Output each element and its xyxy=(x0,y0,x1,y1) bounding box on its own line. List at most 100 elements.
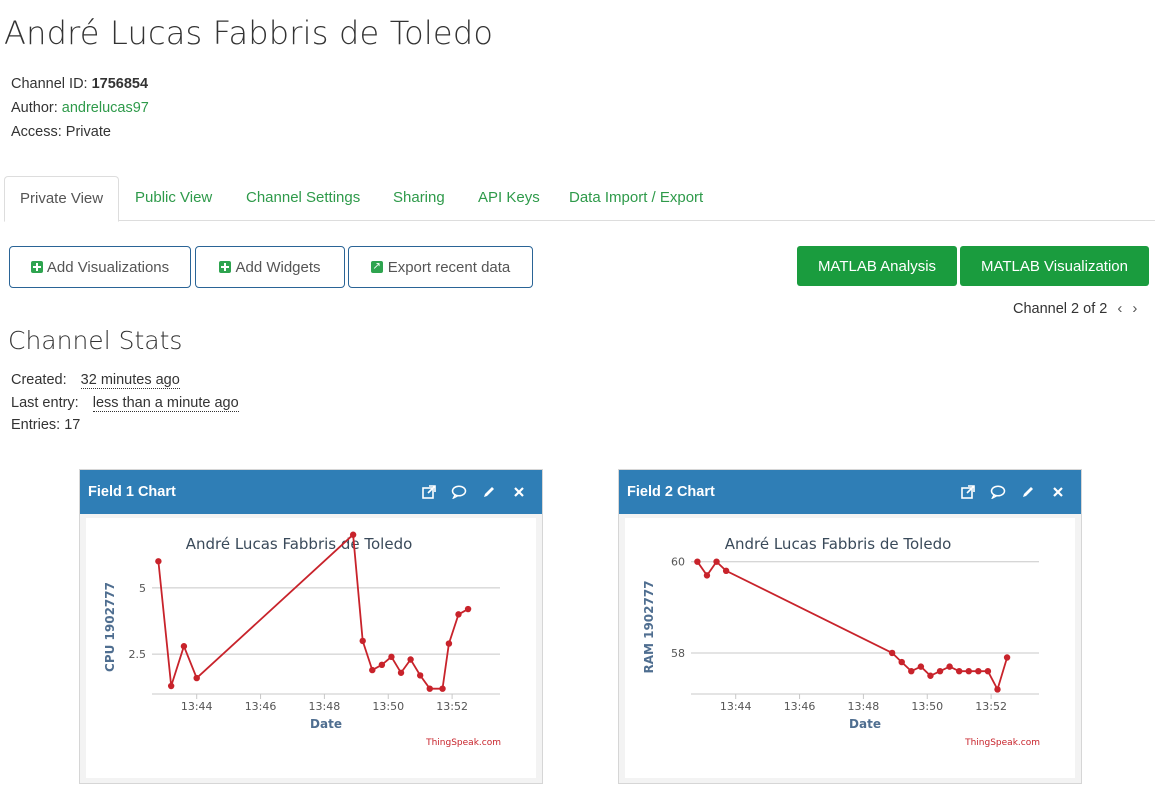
tab-public-view[interactable]: Public View xyxy=(135,189,213,206)
data-point xyxy=(722,567,730,575)
data-point xyxy=(455,611,462,618)
comment-icon[interactable] xyxy=(444,485,474,499)
data-point xyxy=(167,682,175,690)
x-axis-label: Date xyxy=(849,717,881,731)
tab-data-import-export[interactable]: Data Import / Export xyxy=(569,189,704,206)
external-link-icon[interactable] xyxy=(414,485,444,499)
data-point xyxy=(898,658,905,666)
data-point xyxy=(388,653,395,661)
channel-tabs: Private View Public View Channel Setting… xyxy=(4,176,1155,222)
close-icon[interactable] xyxy=(504,486,534,498)
channel-meta: Channel ID: 1756854 Author: andrelucas97… xyxy=(11,72,149,144)
data-point xyxy=(936,667,944,675)
field-1-chart-panel: Field 1 Chart André Lucas Fabbris de Tol… xyxy=(79,469,543,784)
data-point xyxy=(416,672,424,679)
chart-title: André Lucas Fabbris de Toledo xyxy=(725,535,952,553)
author-label: Author: xyxy=(11,100,58,116)
x-tick-label: 13:44 xyxy=(720,700,752,713)
data-point xyxy=(946,663,953,670)
x-tick-label: 13:44 xyxy=(181,700,213,713)
close-icon[interactable] xyxy=(1043,486,1073,498)
created-value: 32 minutes ago xyxy=(80,372,180,389)
add-widgets-button[interactable]: Add Widgets xyxy=(195,246,345,288)
add-visualizations-label: Add Visualizations xyxy=(46,258,170,276)
chevron-left-icon[interactable]: ‹ xyxy=(1117,300,1123,317)
x-tick-label: 13:48 xyxy=(848,700,880,713)
y-tick-label: 2.5 xyxy=(129,648,147,661)
data-point xyxy=(439,685,446,692)
data-point xyxy=(378,661,386,668)
data-point xyxy=(1003,654,1011,661)
entries-value: 17 xyxy=(64,417,81,433)
pager-label: Channel 2 of 2 xyxy=(1013,300,1108,317)
created-label: Created: xyxy=(11,372,67,388)
add-visualizations-button[interactable]: Add Visualizations xyxy=(9,246,191,288)
last-entry-value: less than a minute ago xyxy=(92,394,239,412)
author-link[interactable]: andrelucas97 xyxy=(61,100,149,116)
field-1-line-chart: André Lucas Fabbris de Toledo 2.5 5 13:44 13… xyxy=(103,531,501,748)
data-point xyxy=(180,643,188,650)
series-line xyxy=(157,532,469,690)
data-point xyxy=(397,669,405,676)
field-2-chart-panel: Field 2 Chart André Lucas Fabbris de Tol… xyxy=(618,469,1082,784)
data-point xyxy=(955,667,963,675)
data-point xyxy=(927,672,934,679)
panel-title: Field 1 Chart xyxy=(88,484,176,500)
data-point xyxy=(193,674,200,682)
data-point xyxy=(984,667,992,675)
chart-title: André Lucas Fabbris de Toledo xyxy=(186,535,413,553)
pencil-icon[interactable] xyxy=(474,485,504,499)
data-point xyxy=(445,640,453,647)
access-value: Private xyxy=(65,124,111,140)
data-point xyxy=(426,685,433,692)
tab-api-keys[interactable]: API Keys xyxy=(478,189,540,206)
data-point xyxy=(369,666,376,674)
field-2-line-chart: André Lucas Fabbris de Toledo 58 60 13:44 13… xyxy=(642,535,1040,748)
comment-icon[interactable] xyxy=(983,485,1013,499)
x-tick-label: 13:46 xyxy=(784,700,816,713)
page-title: André Lucas Fabbris de Toledo xyxy=(4,14,494,52)
data-point xyxy=(155,558,162,565)
tab-sharing[interactable]: Sharing xyxy=(393,189,445,206)
author-row: Author: andrelucas97 xyxy=(11,96,149,120)
access-row: Access: Private xyxy=(11,120,149,144)
channel-id-value: 1756854 xyxy=(91,76,149,92)
chart-area: André Lucas Fabbris de Toledo 2.5 5 13:44 13… xyxy=(86,518,536,778)
last-entry-label: Last entry: xyxy=(11,394,79,411)
plus-icon xyxy=(30,261,43,273)
tab-private-view[interactable]: Private View xyxy=(4,176,120,222)
pencil-icon[interactable] xyxy=(1013,485,1043,499)
created-row: Created: 32 minutes ago xyxy=(11,369,239,392)
entries-row: Entries: 17 xyxy=(11,414,239,437)
channel-stats: Created: 32 minutes ago Last entry: less… xyxy=(11,369,239,437)
data-point xyxy=(888,649,896,657)
export-recent-data-label: Export recent data xyxy=(387,258,511,276)
data-point xyxy=(994,686,1001,693)
chart-credit: ThingSpeak.com xyxy=(964,738,1040,748)
x-tick-label: 13:48 xyxy=(309,700,341,713)
channel-stats-title: Channel Stats xyxy=(8,326,183,355)
y-tick-label: 58 xyxy=(671,647,685,660)
x-tick-label: 13:50 xyxy=(372,700,404,713)
data-point xyxy=(694,558,701,565)
plus-icon xyxy=(219,261,232,273)
y-tick-label: 5 xyxy=(139,582,146,595)
matlab-analysis-button[interactable]: MATLAB Analysis xyxy=(797,246,957,286)
channel-id-row: Channel ID: 1756854 xyxy=(11,72,149,96)
channel-id-label: Channel ID: xyxy=(11,76,88,92)
x-axis-label: Date xyxy=(310,717,342,731)
tab-channel-settings[interactable]: Channel Settings xyxy=(246,189,361,206)
export-recent-data-button[interactable]: ↗ Export recent data xyxy=(348,246,533,288)
matlab-visualization-button[interactable]: MATLAB Visualization xyxy=(960,246,1149,286)
x-tick-label: 13:52 xyxy=(975,700,1007,713)
y-tick-label: 60 xyxy=(671,556,685,569)
chevron-right-icon[interactable]: › xyxy=(1132,300,1138,317)
external-link-icon[interactable] xyxy=(953,485,983,499)
data-point xyxy=(464,605,472,613)
data-point xyxy=(407,656,414,663)
chart-credit: ThingSpeak.com xyxy=(425,738,501,748)
access-label: Access: xyxy=(11,124,62,140)
data-point xyxy=(349,531,357,538)
last-entry-row: Last entry: less than a minute ago xyxy=(11,392,239,415)
y-axis-label: RAM 1902777 xyxy=(642,580,656,673)
